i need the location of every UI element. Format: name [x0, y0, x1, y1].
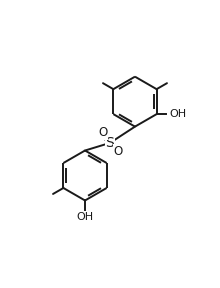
Text: OH: OH — [170, 109, 187, 119]
Text: O: O — [98, 126, 107, 139]
Text: OH: OH — [77, 213, 93, 222]
Text: S: S — [106, 136, 114, 150]
Text: O: O — [114, 145, 123, 158]
